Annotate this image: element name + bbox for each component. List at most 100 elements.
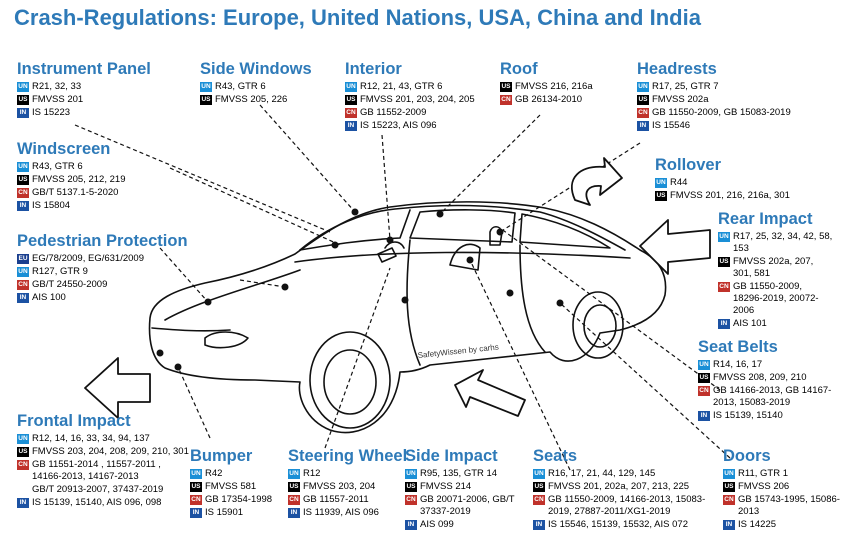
region-badge-us: US	[723, 482, 735, 492]
regulation-text: FMVSS 205, 226	[215, 94, 288, 105]
regulation-text: R95, 135, GTR 14	[420, 468, 498, 479]
region-badge-us: US	[288, 482, 300, 492]
region-badge-us: US	[17, 447, 29, 457]
side-impact-heading: Side Impact	[405, 447, 498, 465]
steering-heading: Steering Wheel	[288, 447, 408, 465]
regulation-text: GB 11551-2014 , 11557-2011 , 14166-2013,…	[32, 459, 161, 482]
regulation-text: IS 15546	[652, 120, 691, 131]
region-badge-cn: CN	[17, 280, 29, 290]
regulation-row: UN R12, 21, 43, GTR 6	[345, 81, 495, 93]
regulation-row: US FMVSS 201, 202a, 207, 213, 225	[533, 481, 718, 493]
regulation-row: IN AIS 101	[718, 318, 833, 330]
section-roof: Roof US FMVSS 216, 216a CN GB 26134-2010	[500, 60, 620, 107]
regulation-row: CN GB 11550-2009, GB 15083-2019	[637, 107, 807, 119]
section-bumper: Bumper UN R42 US FMVSS 581 CN GB 17354-1998 IN I…	[190, 447, 290, 520]
regulation-text: FMVSS 201	[32, 94, 84, 105]
regulation-row: CN GB 20071-2006, GB/T 37337-2019	[405, 494, 525, 518]
regulation-text: FMVSS 201, 216, 216a, 301	[670, 190, 790, 201]
regulation-text: GB 17354-1998	[205, 494, 273, 505]
doors-heading: Doors	[723, 447, 771, 465]
bumper-heading: Bumper	[190, 447, 253, 465]
regulation-text: IS 15901	[205, 507, 244, 518]
regulation-row: UN R44	[655, 177, 815, 189]
regulation-row: CN GB 26134-2010	[500, 94, 620, 106]
regulation-text: FMVSS 201, 203, 204, 205	[360, 94, 475, 105]
region-badge-us: US	[200, 95, 212, 105]
regulation-row: CN GB 11550-2009, 14166-2013, 15083-2019,…	[533, 494, 718, 518]
regulation-text: FMVSS 202a	[652, 94, 709, 105]
region-badge-un: UN	[637, 82, 649, 92]
regulation-row: CN GB 17354-1998	[190, 494, 290, 506]
regulation-row: UN R42	[190, 468, 290, 480]
seats-heading: Seats	[533, 447, 578, 465]
region-badge-in: IN	[17, 498, 29, 508]
region-badge-cn: CN	[723, 495, 735, 505]
region-badge-un: UN	[655, 178, 667, 188]
rear-impact-heading: Rear Impact	[718, 210, 813, 228]
region-badge-un: UN	[288, 469, 300, 479]
regulation-row: US FMVSS 201, 216, 216a, 301	[655, 190, 815, 202]
regulation-text: GB 11552-2009	[360, 107, 427, 118]
regulation-row: UN R95, 135, GTR 14	[405, 468, 525, 480]
region-badge-us: US	[533, 482, 545, 492]
car-seat	[449, 243, 481, 271]
regulation-text: GB 15743-1995, 15086-2013	[738, 494, 840, 517]
section-doors: Doors UN R11, GTR 1 US FMVSS 206 CN GB 15743-1…	[723, 447, 843, 532]
section-rear-impact: Rear Impact UN R17, 25, 32, 34, 42, 58, 15…	[718, 210, 833, 331]
region-badge-cn: CN	[190, 495, 202, 505]
regulation-text: IS 11939, AIS 096	[303, 507, 379, 518]
regulation-text: FMVSS 216, 216a	[515, 81, 593, 92]
region-badge-us: US	[637, 95, 649, 105]
region-badge-in: IN	[17, 108, 29, 118]
regulation-row: US FMVSS 208, 209, 210	[698, 372, 848, 384]
rear-impact-arrow	[639, 219, 711, 275]
car-brand-label: SafetyWissen by carhs	[417, 343, 499, 360]
regulation-text: FMVSS 205, 212, 219	[32, 174, 126, 185]
region-badge-cn: CN	[718, 282, 730, 292]
region-badge-cn: CN	[17, 188, 29, 198]
regulation-row: US FMVSS 205, 226	[200, 94, 330, 106]
regulation-text: GB 11550-2009, 14166-2013, 15083-2019, 2…	[548, 494, 706, 517]
regulation-text: IS 15139, 15140, AIS 096, 098	[32, 497, 162, 508]
page-title: Crash-Regulations: Europe, United Nation…	[14, 5, 701, 30]
regulation-text: FMVSS 208, 209, 210	[713, 372, 807, 383]
regulation-row: CN GB 14166-2013, GB 14167-2013, 15083-20…	[698, 385, 848, 409]
headrests-heading: Headrests	[637, 60, 717, 78]
regulation-row: UN R17, 25, GTR 7	[637, 81, 807, 93]
car-door-line	[406, 239, 421, 366]
region-badge-un: UN	[345, 82, 357, 92]
regulation-row: US FMVSS 201	[17, 94, 177, 106]
regulation-row: IN AIS 100	[17, 292, 207, 304]
region-badge-cn: CN	[17, 460, 29, 470]
region-badge-in: IN	[190, 508, 202, 518]
rollover-arrow	[570, 157, 623, 206]
regulation-row: CN GB 11551-2014 , 11557-2011 , 14166-201…	[17, 459, 192, 483]
side-windows-heading: Side Windows	[200, 60, 312, 78]
regulation-text: GB/T 24550-2009	[32, 279, 108, 290]
regulation-text: R42	[205, 468, 223, 479]
section-windscreen: Windscreen UN R43, GTR 6 US FMVSS 205, 212, …	[17, 140, 167, 213]
region-badge-un: UN	[405, 469, 417, 479]
frontal-impact-arrow	[84, 357, 151, 419]
regulation-row: UN R43, GTR 6	[200, 81, 330, 93]
regulation-text: R43, GTR 6	[215, 81, 266, 92]
regulation-row: GB/T 20913-2007, 37437-2019	[17, 484, 192, 496]
regulation-row: UN R14, 16, 17	[698, 359, 848, 371]
regulation-text: GB 26134-2010	[515, 94, 583, 105]
regulation-row: UN R127, GTR 9	[17, 266, 207, 278]
regulation-row: UN R16, 17, 21, 44, 129, 145	[533, 468, 718, 480]
region-badge-us: US	[190, 482, 202, 492]
windscreen-heading: Windscreen	[17, 140, 111, 158]
regulation-text: IS 15804	[32, 200, 71, 211]
region-badge-un: UN	[17, 267, 29, 277]
regulation-text: R44	[670, 177, 688, 188]
section-frontal-impact: Frontal Impact UN R12, 14, 16, 33, 34, 94,…	[17, 412, 192, 510]
region-badge-in: IN	[405, 520, 417, 530]
region-badge-us: US	[345, 95, 357, 105]
side-impact-arrow	[454, 369, 526, 417]
regulation-text: R12, 21, 43, GTR 6	[360, 81, 443, 92]
region-badge-cn: CN	[533, 495, 545, 505]
regulation-row: US FMVSS 216, 216a	[500, 81, 620, 93]
regulation-text: R17, 25, 32, 34, 42, 58, 153	[733, 231, 833, 254]
regulation-row: IN IS 15223, AIS 096	[345, 120, 495, 132]
